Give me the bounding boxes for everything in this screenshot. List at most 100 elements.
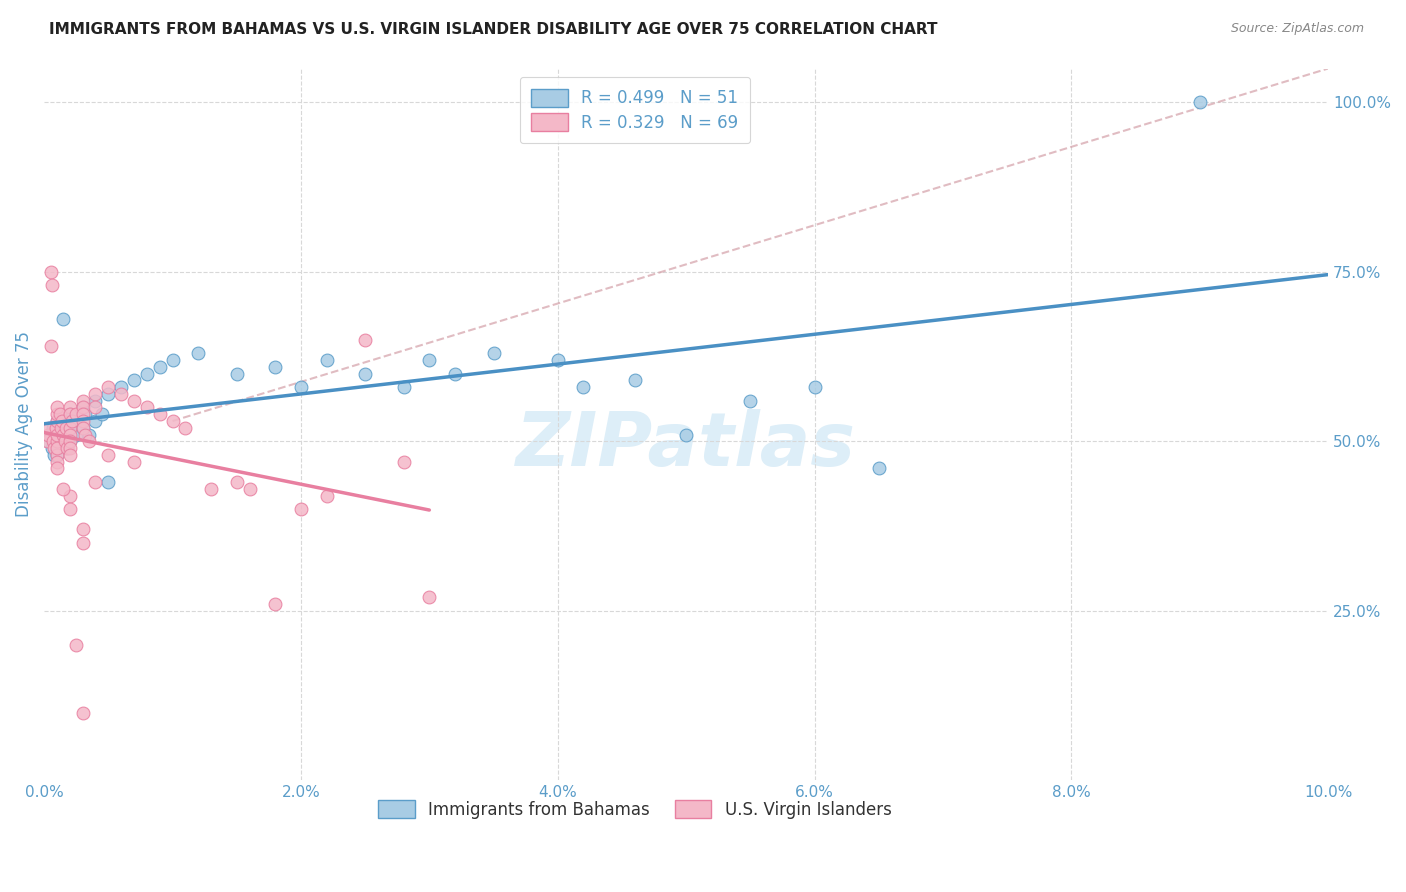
Point [53, 434, 76, 449]
Point [42, 421, 65, 435]
Point [39, 265, 62, 279]
Point [418, 353, 440, 368]
Point [65, 427, 87, 442]
Point [37, 434, 59, 449]
Point [122, 455, 145, 469]
Point [75, 427, 97, 442]
Point [225, 367, 247, 381]
Point [46, 434, 69, 449]
Point [48, 421, 70, 435]
Point [200, 482, 222, 496]
Point [174, 421, 197, 435]
Point [1188, 95, 1211, 110]
Point [45, 427, 67, 442]
Point [46, 427, 69, 442]
Point [315, 489, 337, 503]
Point [122, 393, 145, 408]
Point [75, 407, 97, 421]
Point [162, 414, 184, 428]
Point [84, 475, 107, 489]
Point [56, 441, 79, 455]
Point [59, 407, 82, 421]
Point [44, 441, 66, 455]
Point [46, 441, 69, 455]
Point [72, 401, 94, 415]
Point [110, 380, 132, 394]
Point [46, 455, 69, 469]
Point [51, 414, 73, 428]
Point [59, 427, 82, 442]
Point [65, 407, 87, 421]
Point [740, 393, 762, 408]
Point [77, 427, 100, 442]
Point [59, 421, 82, 435]
Point [868, 461, 890, 475]
Legend: Immigrants from Bahamas, U.S. Virgin Islanders: Immigrants from Bahamas, U.S. Virgin Isl… [371, 793, 898, 825]
Point [77, 434, 100, 449]
Point [84, 401, 107, 415]
Point [65, 638, 87, 652]
Point [53, 434, 76, 449]
Point [149, 359, 172, 374]
Point [97, 380, 120, 394]
Point [59, 407, 82, 421]
Point [72, 523, 94, 537]
Point [72, 536, 94, 550]
Point [52, 312, 75, 326]
Point [41, 278, 63, 293]
Point [72, 401, 94, 415]
Point [38, 421, 60, 435]
Point [59, 502, 82, 516]
Point [135, 401, 157, 415]
Point [482, 346, 505, 360]
Point [97, 448, 120, 462]
Point [41, 441, 63, 455]
Point [56, 441, 79, 455]
Text: Source: ZipAtlas.com: Source: ZipAtlas.com [1230, 22, 1364, 36]
Point [84, 387, 107, 401]
Point [46, 461, 69, 475]
Point [72, 706, 94, 720]
Point [59, 434, 82, 449]
Point [49, 421, 72, 435]
Point [45, 421, 67, 435]
Point [59, 401, 82, 415]
Text: ZIPatlas: ZIPatlas [516, 409, 856, 483]
Point [392, 455, 415, 469]
Point [290, 502, 312, 516]
Point [72, 407, 94, 421]
Point [315, 353, 337, 368]
Point [803, 380, 825, 394]
Point [46, 434, 69, 449]
Point [72, 414, 94, 428]
Point [72, 393, 94, 408]
Point [60, 414, 83, 428]
Point [59, 421, 82, 435]
Point [48, 407, 70, 421]
Point [59, 489, 82, 503]
Point [122, 373, 145, 387]
Point [162, 353, 184, 368]
Point [55, 421, 77, 435]
Point [354, 333, 377, 347]
Point [49, 427, 72, 442]
Point [392, 380, 415, 394]
Point [46, 414, 69, 428]
Text: IMMIGRANTS FROM BAHAMAS VS U.S. VIRGIN ISLANDER DISABILITY AGE OVER 75 CORRELATI: IMMIGRANTS FROM BAHAMAS VS U.S. VIRGIN I… [49, 22, 938, 37]
Point [59, 434, 82, 449]
Point [187, 346, 209, 360]
Point [72, 421, 94, 435]
Point [59, 441, 82, 455]
Point [35, 434, 58, 449]
Point [238, 482, 260, 496]
Point [46, 448, 69, 462]
Point [52, 482, 75, 496]
Point [97, 387, 120, 401]
Point [264, 597, 287, 611]
Point [354, 367, 377, 381]
Point [59, 448, 82, 462]
Point [42, 434, 65, 449]
Point [37, 427, 59, 442]
Point [90, 407, 112, 421]
Point [572, 380, 595, 394]
